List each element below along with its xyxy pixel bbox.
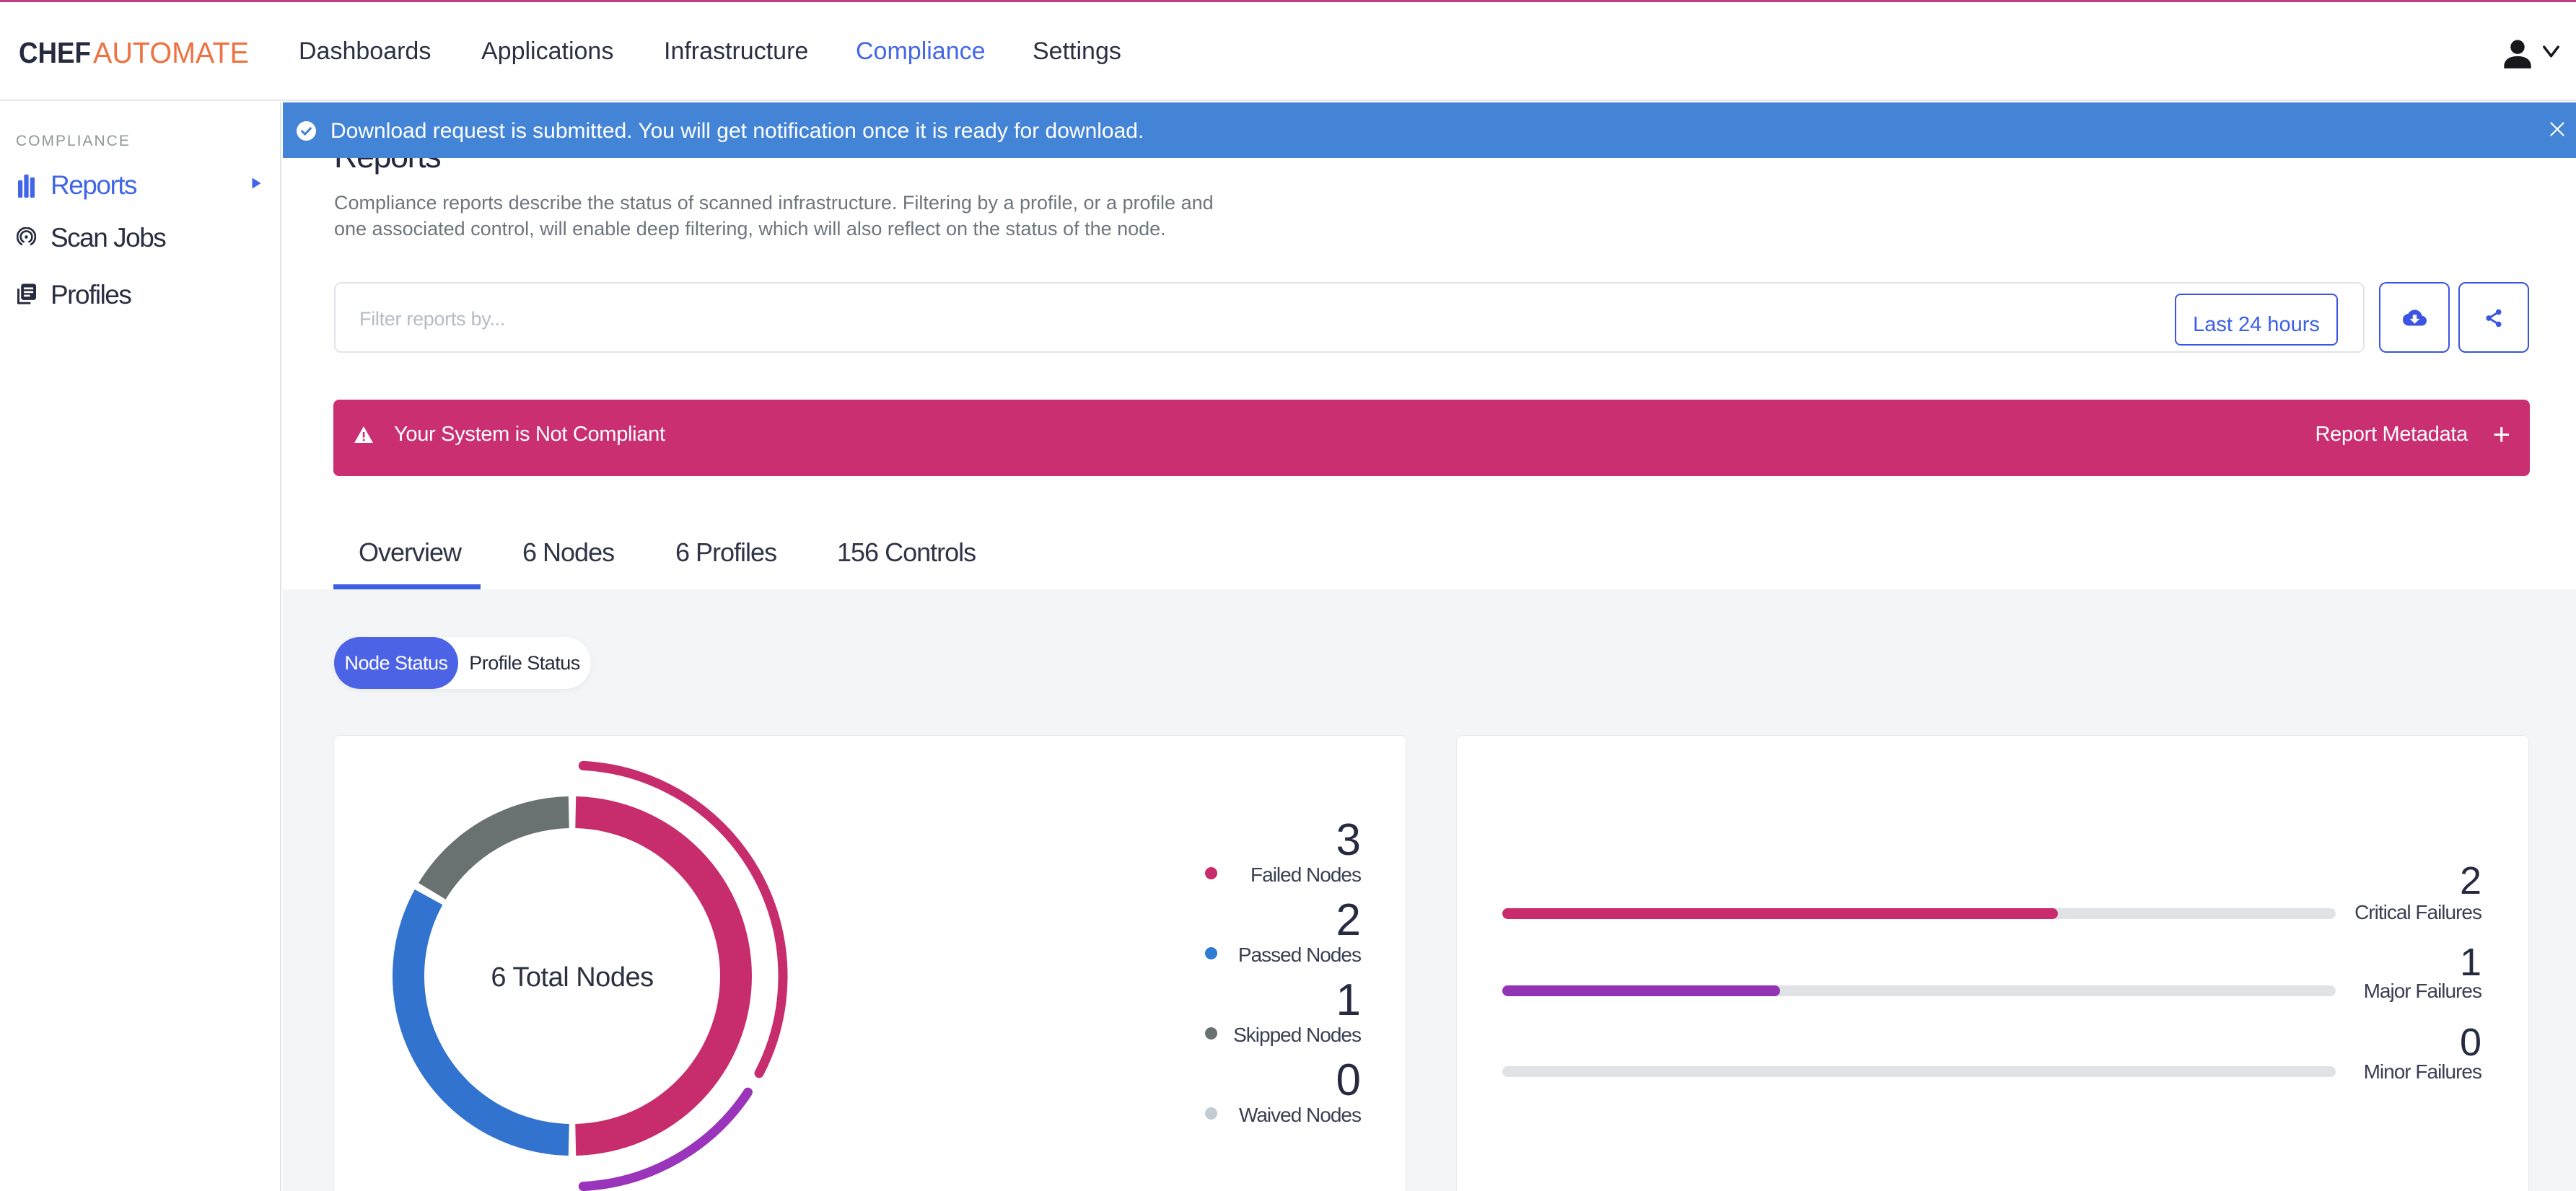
svg-text:AUTOMATE: AUTOMATE — [93, 36, 249, 69]
svg-text:CHEF: CHEF — [19, 36, 91, 69]
